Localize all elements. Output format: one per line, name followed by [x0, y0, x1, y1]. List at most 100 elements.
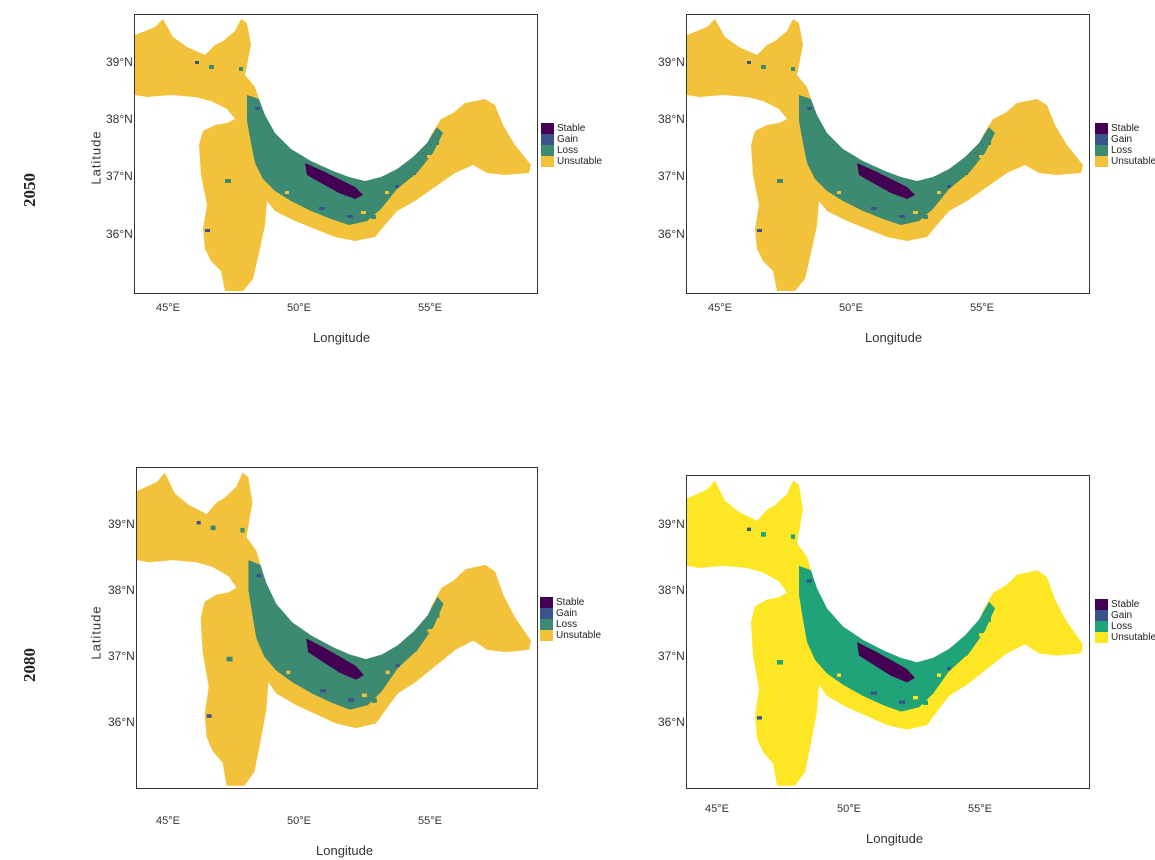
x-tick-50: 50°E	[287, 302, 311, 314]
pixel-cluster	[791, 534, 795, 539]
map-panel-2050-left: Latitude 39°N 38°N 37°N 36°N 45°E 50°E 5…	[88, 10, 608, 350]
legend-item-loss: Loss	[1095, 621, 1155, 632]
x-tick-55: 55°E	[418, 815, 442, 827]
map-frame	[686, 14, 1090, 294]
y-axis-title: Latitude	[88, 130, 104, 185]
pixel-cluster	[899, 700, 905, 704]
pixel-cluster	[226, 523, 233, 527]
legend: Stable Gain Loss Unsutable	[1095, 123, 1155, 167]
legend: Stable Gain Loss Unsutable	[540, 597, 601, 641]
pixel-cluster	[987, 141, 991, 145]
legend-swatch	[1095, 123, 1108, 134]
pixel-cluster	[777, 529, 783, 534]
legend-label: Gain	[557, 134, 579, 145]
x-axis-title: Longitude	[313, 330, 371, 345]
y-tick-38: 38°N	[658, 583, 685, 597]
loss-area	[799, 95, 995, 225]
pixel-cluster	[268, 640, 275, 646]
legend-label: Loss	[1111, 621, 1133, 632]
pixel-cluster	[747, 527, 751, 531]
y-axis-title: Latitude	[88, 605, 104, 660]
legend-item-unsuitable: Unsutable	[541, 156, 602, 167]
loss-area	[247, 95, 443, 225]
map-panel-2080-left: Latitude 39°N 38°N 37°N 36°N 45°E 50°E 5…	[88, 465, 608, 860]
pixel-cluster	[883, 686, 887, 692]
legend-swatch	[540, 608, 553, 619]
y-tick-38: 38°N	[108, 583, 135, 597]
pixel-cluster	[285, 191, 289, 194]
y-tick-39: 39°N	[658, 55, 685, 69]
region-map	[135, 19, 531, 291]
y-tick-36: 36°N	[658, 227, 685, 241]
legend-swatch	[1095, 145, 1108, 156]
pixel-cluster	[819, 644, 825, 649]
map-frame	[136, 467, 538, 789]
region-map	[687, 480, 1083, 786]
stable-area	[306, 638, 364, 680]
pixel-cluster	[855, 682, 860, 687]
pixel-cluster	[427, 629, 434, 633]
pixel-cluster	[761, 532, 766, 537]
legend-item-loss: Loss	[540, 619, 601, 630]
pixel-cluster	[761, 65, 766, 69]
y-tick-37: 37°N	[658, 649, 685, 663]
pixel-cluster	[923, 215, 928, 219]
x-tick-50: 50°E	[837, 803, 861, 815]
x-tick-55: 55°E	[970, 302, 994, 314]
pixel-cluster	[435, 613, 440, 618]
pixel-cluster	[371, 698, 377, 703]
legend-label: Gain	[1111, 610, 1133, 621]
legend-label: Unsutable	[557, 156, 603, 167]
pixel-cluster	[209, 65, 214, 69]
region-map	[687, 19, 1083, 291]
legend-label: Stable	[557, 123, 586, 134]
pixel-cluster	[320, 689, 327, 693]
legend-label: Gain	[556, 608, 578, 619]
legend-label: Stable	[556, 597, 585, 608]
pixel-cluster	[379, 199, 385, 203]
pixel-cluster	[931, 682, 937, 687]
pixel-cluster	[923, 700, 928, 705]
y-tick-39: 39°N	[106, 55, 133, 69]
legend-swatch	[1095, 621, 1108, 632]
legend-item-gain: Gain	[540, 608, 601, 619]
pixel-cluster	[899, 215, 905, 218]
pixel-cluster	[339, 695, 344, 701]
legend-label: Unsutable	[556, 630, 602, 641]
pixel-cluster	[319, 207, 325, 210]
pixel-cluster	[435, 141, 439, 145]
pixel-cluster	[304, 679, 310, 685]
pixel-cluster	[937, 191, 941, 194]
loss-area	[799, 565, 995, 712]
legend-item-loss: Loss	[541, 145, 602, 156]
legend-label: Loss	[556, 619, 578, 630]
stable-area	[857, 642, 915, 683]
legend-swatch	[540, 619, 553, 630]
legend-swatch	[540, 597, 553, 608]
pixel-cluster	[747, 61, 751, 64]
pixel-cluster	[871, 691, 877, 695]
pixel-cluster	[947, 666, 951, 671]
pixel-cluster	[855, 199, 860, 203]
pixel-cluster	[979, 155, 985, 158]
pixel-cluster	[777, 179, 783, 183]
pixel-cluster	[963, 171, 968, 175]
y-tick-37: 37°N	[658, 169, 685, 183]
pixel-cluster	[332, 684, 337, 690]
pixel-cluster	[361, 693, 367, 698]
pixel-cluster	[347, 215, 353, 218]
x-tick-45: 45°E	[156, 815, 180, 827]
x-tick-45: 45°E	[708, 302, 732, 314]
pixel-cluster	[807, 107, 812, 110]
x-axis-title: Longitude	[866, 831, 924, 846]
pixel-cluster	[339, 213, 343, 217]
unsuitable-area	[137, 472, 532, 786]
loss-area	[248, 560, 444, 710]
row-label-2080: 2080	[20, 648, 39, 682]
pixel-cluster	[891, 213, 895, 217]
y-tick-38: 38°N	[658, 112, 685, 126]
legend-label: Loss	[557, 145, 579, 156]
y-tick-36: 36°N	[108, 715, 135, 729]
x-tick-55: 55°E	[968, 803, 992, 815]
legend-item-stable: Stable	[540, 597, 601, 608]
